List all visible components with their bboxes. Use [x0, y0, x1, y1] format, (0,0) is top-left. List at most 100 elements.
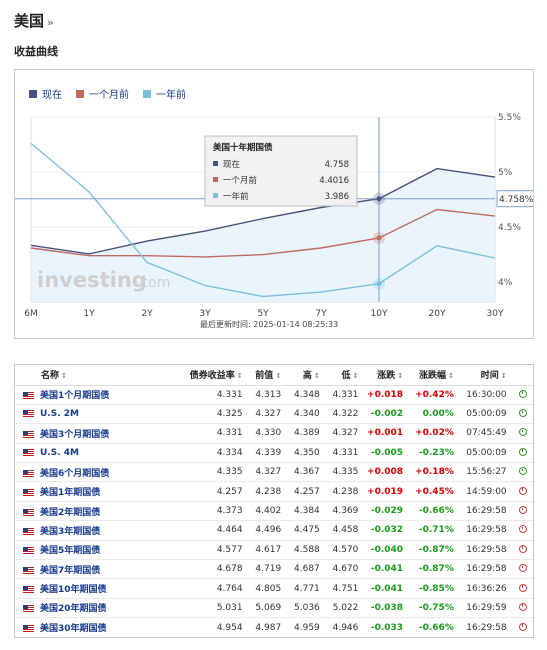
bond-name-link[interactable]: 美国20年期国债: [40, 604, 107, 615]
us-flag-icon: [23, 566, 34, 574]
sort-icon[interactable]: ↕: [447, 372, 454, 381]
yield-cell: 4.577: [177, 540, 249, 561]
y-tick-label: 5.5%: [498, 113, 521, 123]
yield-cell: 4.331: [177, 385, 249, 405]
x-tick-label: 30Y: [487, 309, 504, 319]
bond-name-link[interactable]: 美国5年期国债: [40, 546, 101, 557]
sort-icon[interactable]: ↕: [500, 372, 507, 381]
bond-name-link[interactable]: 美国7年期国债: [40, 565, 101, 576]
status-cell: [512, 462, 533, 483]
low-cell: 4.335: [325, 462, 365, 483]
bond-name-link[interactable]: 美国3个月期国债: [40, 429, 110, 440]
sort-icon[interactable]: ↕: [61, 372, 67, 381]
low-cell: 5.022: [325, 598, 365, 619]
legend-item-month[interactable]: 一个月前: [76, 86, 129, 101]
table-row[interactable]: 美国2年期国债 4.373 4.402 4.384 4.369 -0.029 -0.66% 1…: [15, 501, 533, 522]
bond-name-link[interactable]: U.S. 2M: [40, 409, 79, 420]
sort-icon[interactable]: ↕: [236, 372, 243, 381]
yield-cell: 4.331: [177, 423, 249, 444]
high-cell: 4.389: [287, 423, 326, 444]
y-tick-label: 5%: [498, 168, 513, 178]
bond-name-link[interactable]: U.S. 4M: [40, 447, 79, 458]
current-value-box: [496, 190, 533, 208]
table-row[interactable]: U.S. 4M 4.334 4.339 4.350 4.331 -0.005 -0.23% 0…: [15, 443, 533, 464]
table-row[interactable]: 美国5年期国债 4.577 4.617 4.588 4.570 -0.040 -0.87% 1…: [15, 540, 533, 561]
table-row[interactable]: 美国7年期国债 4.678 4.719 4.687 4.670 -0.041 -0.87% 1…: [15, 559, 533, 580]
x-tick-label: 3Y: [199, 309, 211, 319]
legend-label-year: 一年前: [156, 90, 186, 101]
yield-cell: 4.325: [177, 404, 249, 425]
hover-point-now: [376, 196, 382, 202]
country-title: 美国: [14, 12, 45, 30]
col-header-high[interactable]: 高 ↕: [287, 365, 326, 386]
col-header-chg-pct[interactable]: 涨跌幅 ↕: [409, 365, 460, 386]
table-row[interactable]: 美国3年期国债 4.464 4.496 4.475 4.458 -0.032 -0.71% 1…: [15, 520, 533, 541]
time-cell: 16:29:58: [459, 501, 513, 522]
high-cell: 4.348: [287, 385, 326, 405]
bonds-table: 名称 ↕ 债券收益率 ↕ 前值 ↕ 高 ↕ 低 ↕ 涨跌 ↕ 涨跌幅 ↕ 时间 ↕ 美国1个月期…: [15, 365, 533, 637]
bond-name-cell: 美国7年期国债: [15, 559, 178, 580]
sort-icon[interactable]: ↕: [275, 372, 282, 381]
bond-name-link[interactable]: 美国6个月期国债: [40, 468, 110, 479]
clock-icon: [519, 447, 527, 456]
table-row[interactable]: 美国1年期国债 4.257 4.238 4.257 4.238 +0.019 +0.45% 1…: [15, 481, 533, 502]
table-row[interactable]: 美国10年期国债 4.764 4.805 4.771 4.751 -0.041 -0.85%…: [15, 578, 533, 599]
table-row[interactable]: 美国1个月期国债 4.331 4.313 4.348 4.331 +0.018 +0.42%…: [15, 385, 533, 405]
time-cell: 16:29:58: [459, 520, 513, 541]
change-pct-cell: -0.23%: [409, 443, 460, 464]
us-flag-icon: [23, 410, 34, 418]
legend-label-now: 现在: [42, 90, 62, 101]
bond-name-link[interactable]: 美国10年期国债: [40, 585, 107, 596]
yield-cell: 4.335: [177, 462, 249, 483]
col-header-prev[interactable]: 前值 ↕: [248, 365, 288, 386]
bond-name-link[interactable]: 美国2年期国债: [40, 507, 101, 518]
bond-name-link[interactable]: 美国1年期国债: [40, 488, 101, 499]
col-header-time[interactable]: 时间 ↕: [459, 365, 513, 386]
time-cell: 07:45:49: [459, 423, 513, 444]
high-cell: 5.036: [287, 598, 326, 619]
status-cell: [512, 501, 533, 522]
x-tick-label: 20Y: [429, 309, 446, 319]
table-row[interactable]: 美国6个月期国债 4.335 4.327 4.367 4.335 +0.008 +0.18%…: [15, 462, 533, 483]
table-row[interactable]: U.S. 2M 4.325 4.327 4.340 4.322 -0.002 0.00% 05…: [15, 404, 533, 425]
bond-name-link[interactable]: 美国30年期国债: [40, 624, 107, 635]
tooltip-swatch: [213, 193, 218, 198]
legend-item-year[interactable]: 一年前: [143, 86, 186, 101]
table-row[interactable]: 美国30年期国债 4.954 4.987 4.959 4.946 -0.033 -0.66%…: [15, 618, 533, 637]
legend-item-now[interactable]: 现在: [29, 86, 62, 101]
prev-cell: 4.327: [248, 404, 288, 425]
col-header-name[interactable]: 名称 ↕: [15, 365, 178, 386]
sort-icon[interactable]: ↕: [313, 372, 320, 381]
time-cell: 15:56:27: [459, 462, 513, 483]
status-cell: [512, 540, 533, 561]
low-cell: 4.327: [325, 423, 365, 444]
us-flag-icon: [23, 448, 34, 456]
table-row[interactable]: 美国20年期国债 5.031 5.069 5.036 5.022 -0.038 -0.75%…: [15, 598, 533, 619]
change-pct-cell: 0.00%: [409, 404, 460, 425]
bond-name-cell: 美国20年期国债: [15, 598, 178, 619]
series-line-month: [30, 208, 496, 258]
low-cell: 4.946: [332, 622, 359, 633]
y-tick-label: 4.5%: [498, 223, 521, 233]
bond-name-cell: 美国1个月期国债: [15, 385, 178, 405]
high-cell: 4.257: [287, 481, 326, 502]
bond-name-link[interactable]: 美国3年期国债: [40, 526, 101, 537]
time-cell: 16:29:58: [459, 540, 513, 561]
col-header-chg[interactable]: 涨跌 ↕: [364, 365, 410, 386]
col-header-yield[interactable]: 债券收益率 ↕: [177, 365, 249, 386]
status-cell: [512, 385, 533, 405]
sort-icon[interactable]: ↕: [397, 372, 404, 381]
low-cell: 4.751: [325, 578, 365, 599]
sort-icon[interactable]: ↕: [352, 372, 359, 381]
bond-name-link[interactable]: 美国1个月期国债: [40, 391, 110, 402]
change-pct-cell: -0.66%: [409, 501, 460, 522]
tooltip-title: 美国十年期国债: [213, 142, 273, 153]
x-tick-label: 5Y: [257, 309, 269, 319]
chart-legend: 现在 一个月前 一年前: [29, 86, 186, 101]
change-cell: -0.038: [364, 598, 410, 619]
clock-icon: [519, 428, 527, 437]
col-header-low[interactable]: 低 ↕: [325, 365, 365, 386]
status-cell: [512, 481, 533, 502]
table-row[interactable]: 美国3个月期国债 4.331 4.330 4.389 4.327 +0.001 +0.02%…: [15, 423, 533, 444]
change-cell: -0.040: [364, 540, 410, 561]
